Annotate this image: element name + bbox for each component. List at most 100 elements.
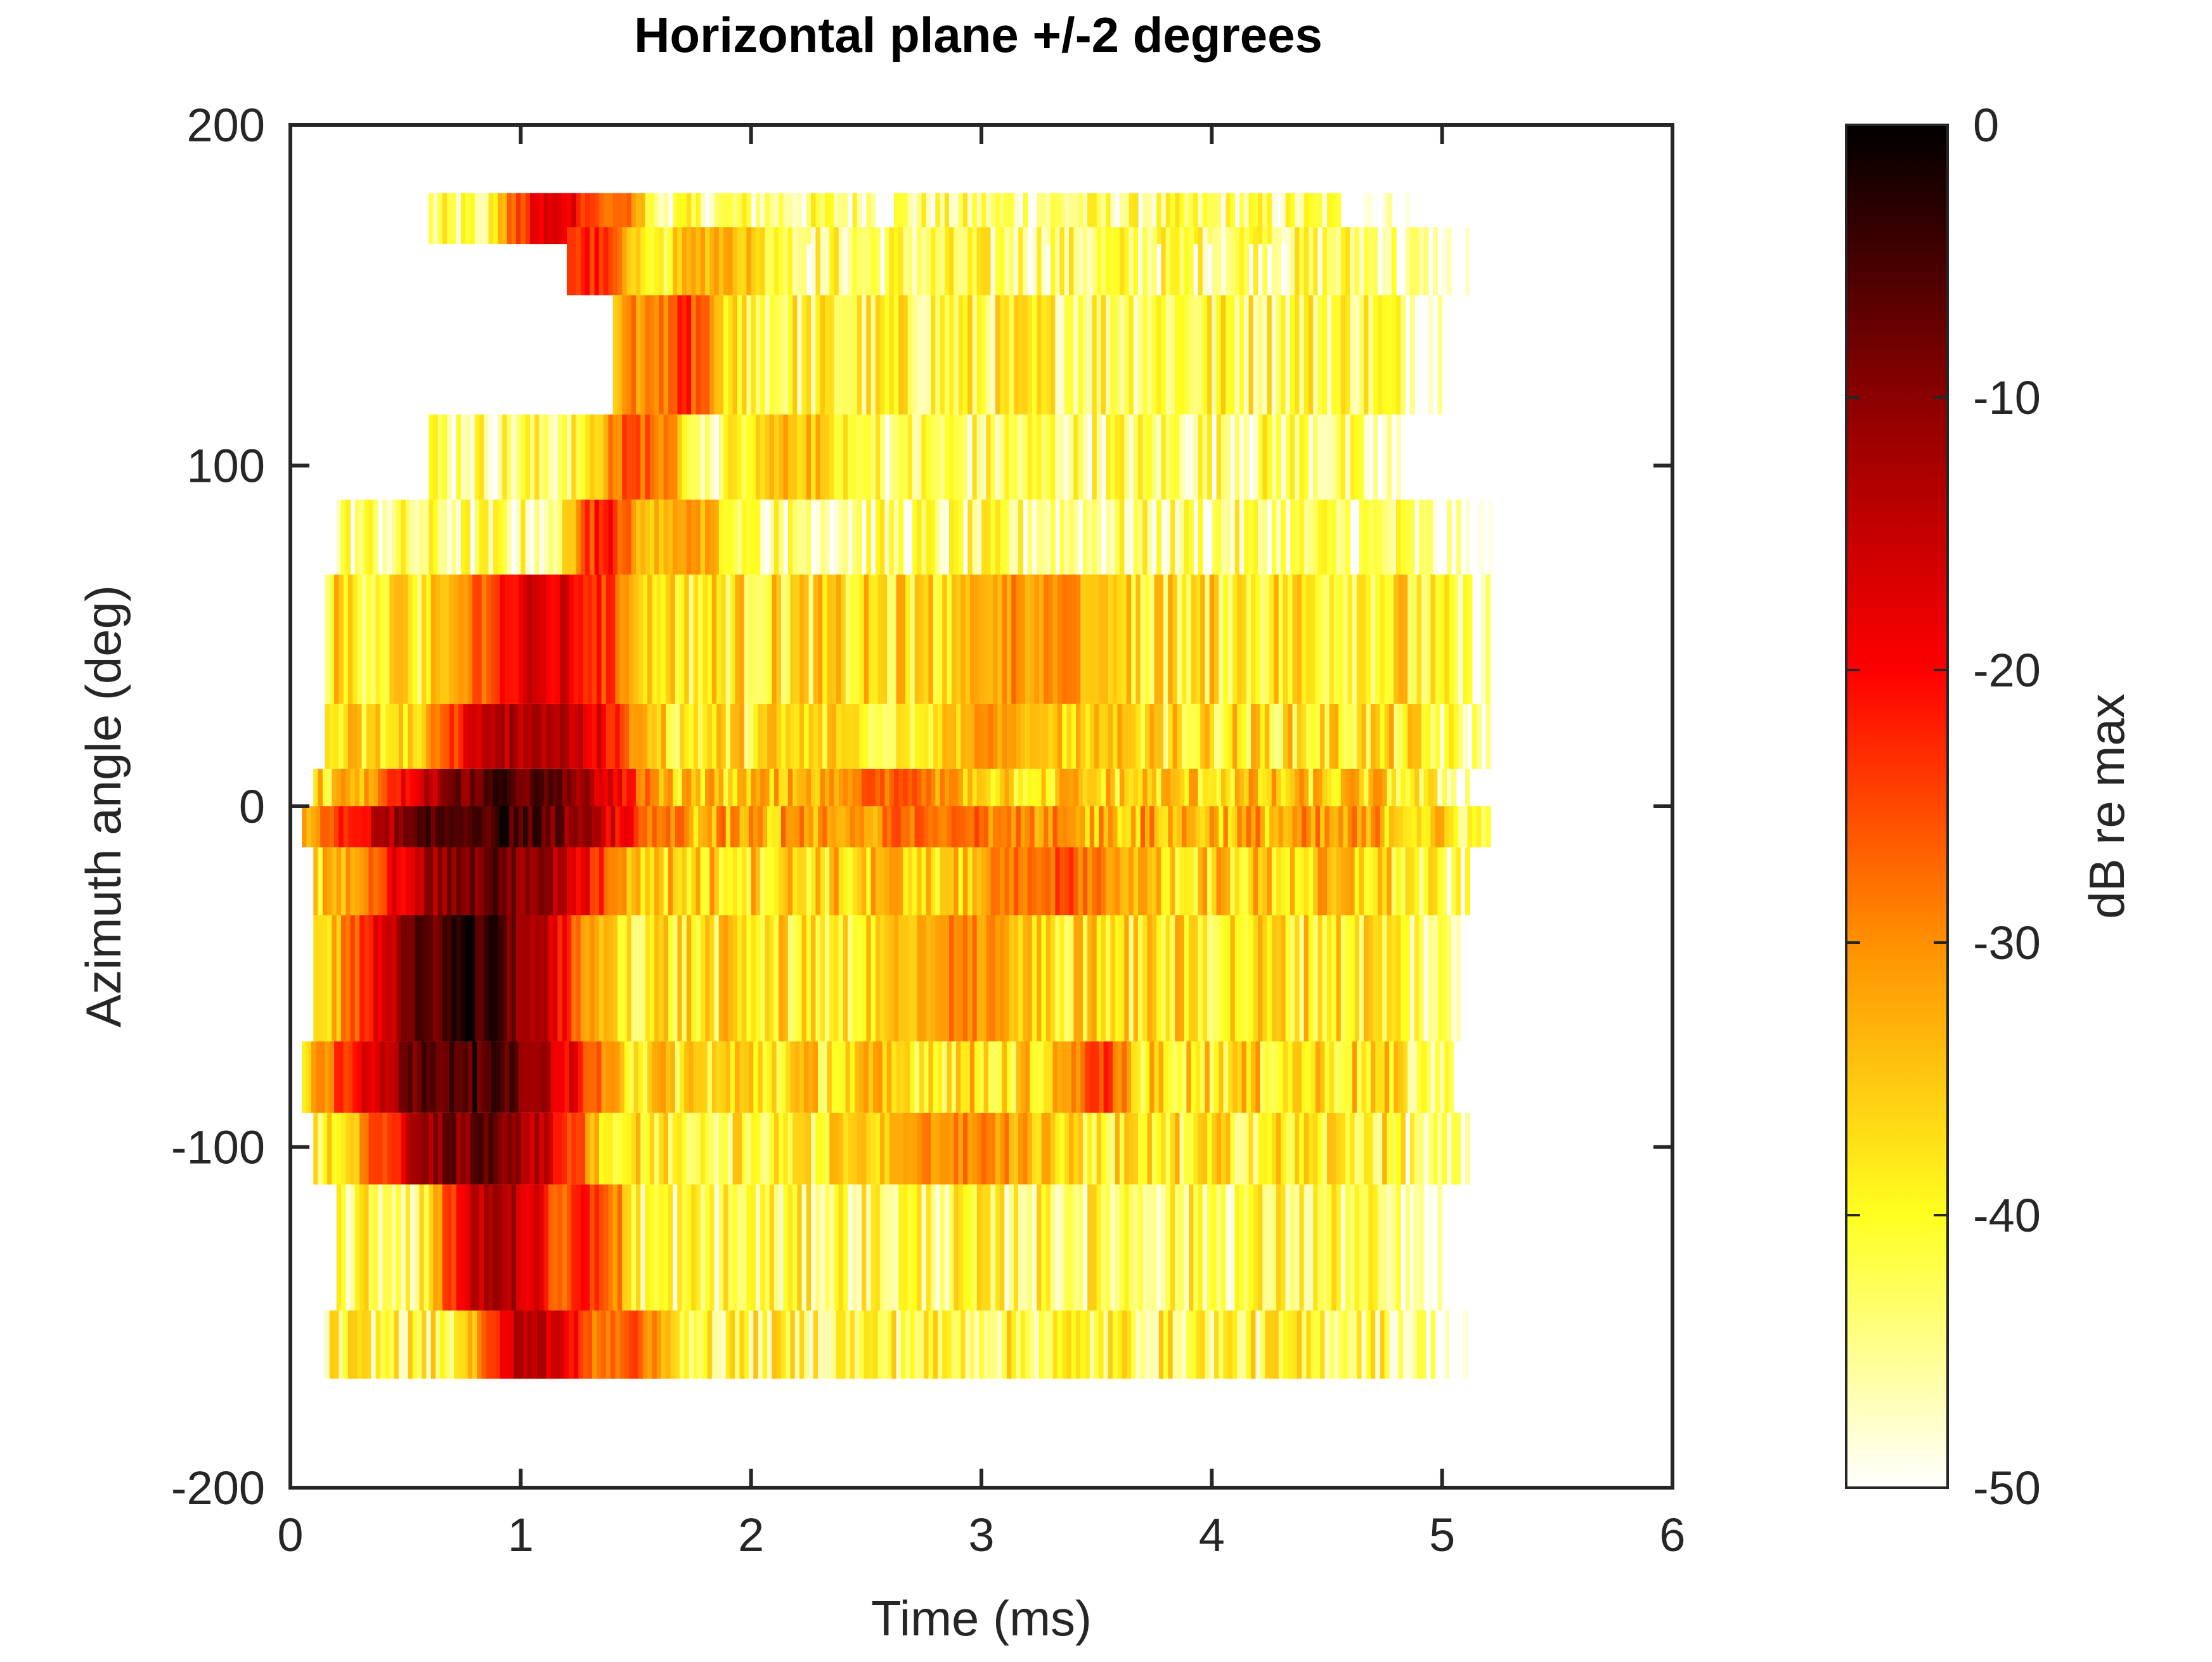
heatmap-cell [848,1184,853,1311]
heatmap-cell [1087,295,1092,415]
heatmap-cell [1212,768,1217,806]
heatmap-cells [302,193,1494,1379]
heatmap-cell [1131,1310,1137,1379]
heatmap-cell [1437,295,1443,415]
heatmap-cell [1458,574,1463,704]
heatmap-cell [829,1112,835,1185]
heatmap-cell [534,847,540,915]
heatmap-cell [877,1310,883,1379]
heatmap-cell [841,574,846,704]
heatmap-cell [659,1112,664,1185]
heatmap-cell [1191,806,1196,847]
heatmap-cell [1085,704,1090,769]
heatmap-cell [914,574,920,704]
heatmap-cell [942,1041,948,1113]
heatmap-cell [808,806,814,847]
heatmap-cell [555,574,560,704]
heatmap-cell [649,414,655,500]
heatmap-cell [1163,1310,1168,1379]
heatmap-cell [493,499,498,575]
heatmap-cell [484,768,489,806]
heatmap-cell [562,414,567,500]
heatmap-cell [626,499,632,575]
heatmap-cell [1274,574,1279,704]
heatmap-cell [912,847,917,915]
heatmap-cell [661,1310,666,1379]
heatmap-cell [1200,806,1206,847]
heatmap-cell [834,1184,839,1311]
heatmap-cell [419,847,425,915]
heatmap-cell [1313,227,1319,295]
heatmap-cell [1115,768,1120,806]
heatmap-cell [746,295,752,415]
heatmap-cell [1239,1184,1245,1311]
heatmap-cell [523,574,528,704]
heatmap-cell [491,704,496,769]
heatmap-cell [612,193,618,245]
heatmap-cell [580,499,586,575]
heatmap-cell [1209,704,1215,769]
heatmap-cell [1085,806,1090,847]
heatmap-cell [631,227,637,295]
heatmap-cell [900,806,906,847]
heatmap-cell [1308,1184,1314,1311]
heatmap-cell [709,227,715,295]
heatmap-cell [1106,915,1111,1041]
heatmap-cell [608,1112,614,1185]
heatmap-cell [1041,193,1047,245]
heatmap-cell [1456,499,1461,575]
heatmap-cell [474,1184,480,1311]
heatmap-cell [1269,704,1275,769]
heatmap-cell [1310,704,1316,769]
heatmap-cell [682,1112,687,1185]
heatmap-cell [981,414,986,500]
heatmap-cell [1262,1112,1268,1185]
heatmap-cell [1303,847,1309,915]
heatmap-cell [1237,806,1243,847]
heatmap-cell [1142,227,1148,295]
heatmap-cell [755,847,761,915]
heatmap-cell [585,499,590,575]
heatmap-cell [564,704,570,769]
heatmap-cell [914,1041,920,1113]
heatmap-cell [454,704,459,769]
heatmap-cell [938,1310,943,1379]
heatmap-cell [1186,1041,1192,1113]
heatmap-cell [486,806,491,847]
heatmap-cell [1044,1041,1049,1113]
heatmap-cell [783,1112,789,1185]
heatmap-cell [1371,806,1376,847]
heatmap-cell [1113,806,1118,847]
heatmap-cell [1151,414,1157,500]
heatmap-cell [873,574,879,704]
heatmap-cell [1377,847,1383,915]
heatmap-cell [1340,499,1346,575]
heatmap-cell [1179,193,1185,245]
heatmap-cell [424,499,429,575]
heatmap-cell [1336,768,1342,806]
heatmap-cell [1324,704,1330,769]
heatmap-cell [1027,295,1033,415]
heatmap-cell [1149,1041,1155,1113]
heatmap-cell [962,193,968,245]
heatmap-cell [631,499,637,575]
heatmap-cell [1368,915,1374,1041]
heatmap-cell [1191,1041,1196,1113]
heatmap-cell [981,915,986,1041]
heatmap-cell [410,1112,415,1185]
heatmap-cell [702,574,708,704]
heatmap-cell [1059,227,1065,295]
heatmap-cell [1023,227,1028,295]
heatmap-cell [1168,1310,1174,1379]
heatmap-cell [794,806,800,847]
heatmap-cell [815,227,821,295]
heatmap-cell [626,1184,632,1311]
heatmap-cell [702,1041,708,1113]
heatmap-cell [967,847,973,915]
heatmap-cell [440,574,446,704]
heatmap-cell [783,915,789,1041]
heatmap-cell [313,768,319,806]
heatmap-cell [1226,1112,1231,1185]
heatmap-cell [456,847,462,915]
heatmap-cell [1241,806,1247,847]
